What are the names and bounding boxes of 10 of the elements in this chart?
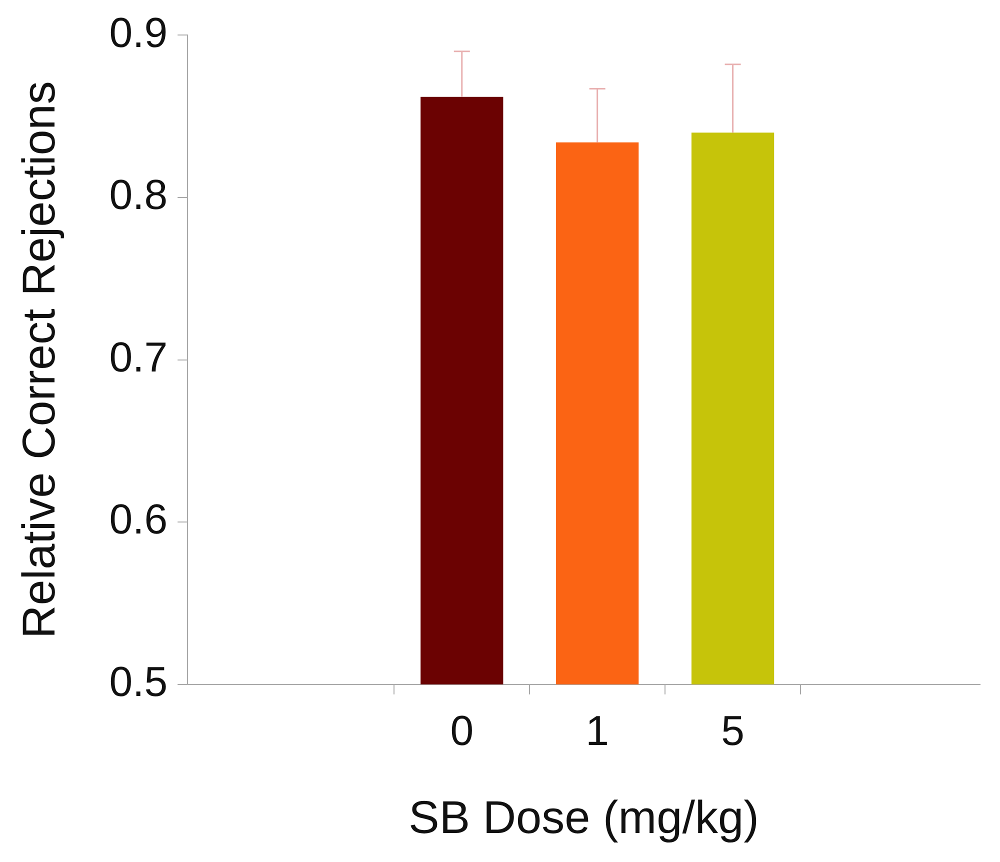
y-tick-label: 0.5 [109, 658, 168, 705]
y-tick-label: 0.6 [109, 496, 168, 543]
x-tick-label: 0 [450, 707, 474, 754]
y-tick-label: 0.8 [109, 171, 168, 218]
y-tick-label: 0.9 [109, 8, 168, 56]
y-tick-label: 0.7 [109, 333, 168, 380]
x-axis-title: SB Dose (mg/kg) [408, 791, 759, 844]
x-tick-label: 5 [721, 707, 744, 754]
y-axis-title: Relative Correct Rejections [12, 81, 64, 638]
x-tick-label: 1 [586, 707, 610, 754]
